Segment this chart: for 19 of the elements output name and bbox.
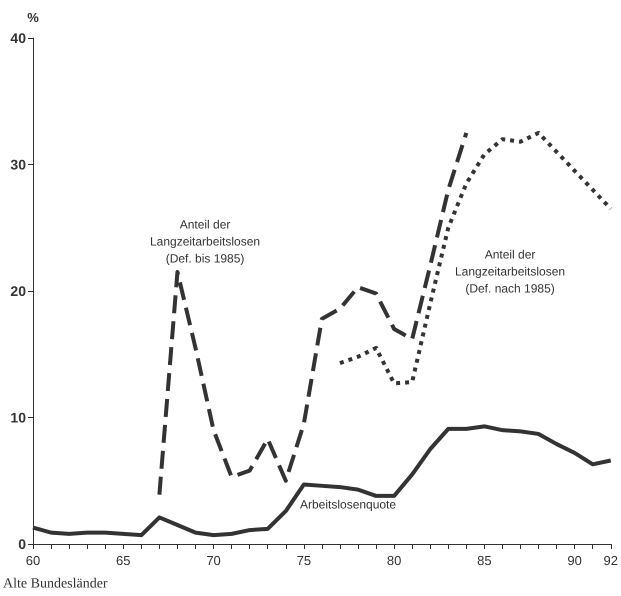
x-tick-label: 75 xyxy=(296,553,312,568)
x-tick-label: 85 xyxy=(477,553,492,568)
series-label: Arbeitslosenquote xyxy=(300,498,396,512)
text: Alte Bundesländer xyxy=(3,576,108,592)
x-tick-label: 90 xyxy=(567,553,582,568)
x-tick-label: 80 xyxy=(386,553,402,568)
line-series xyxy=(338,130,613,386)
y-tick-label: 30 xyxy=(10,156,26,172)
y-tick-label: 10 xyxy=(10,410,26,426)
x-tick-label: 70 xyxy=(206,553,221,568)
text: Anteil der Langzeitarbeitslosen (Def. bis 1985) xyxy=(150,218,260,266)
x-tick-label: 60 xyxy=(26,553,40,568)
y-tick-label: 0 xyxy=(18,536,26,552)
series-label: Anteil der Langzeitarbeitslosen (Def. nach 1985) xyxy=(455,248,566,296)
x-tick-label: 65 xyxy=(116,553,131,568)
y-tick-label: 40 xyxy=(10,30,26,46)
x-tick-label: 92 xyxy=(604,553,618,568)
y-tick-label: 20 xyxy=(10,283,26,299)
y-axis-title: % xyxy=(27,10,40,25)
